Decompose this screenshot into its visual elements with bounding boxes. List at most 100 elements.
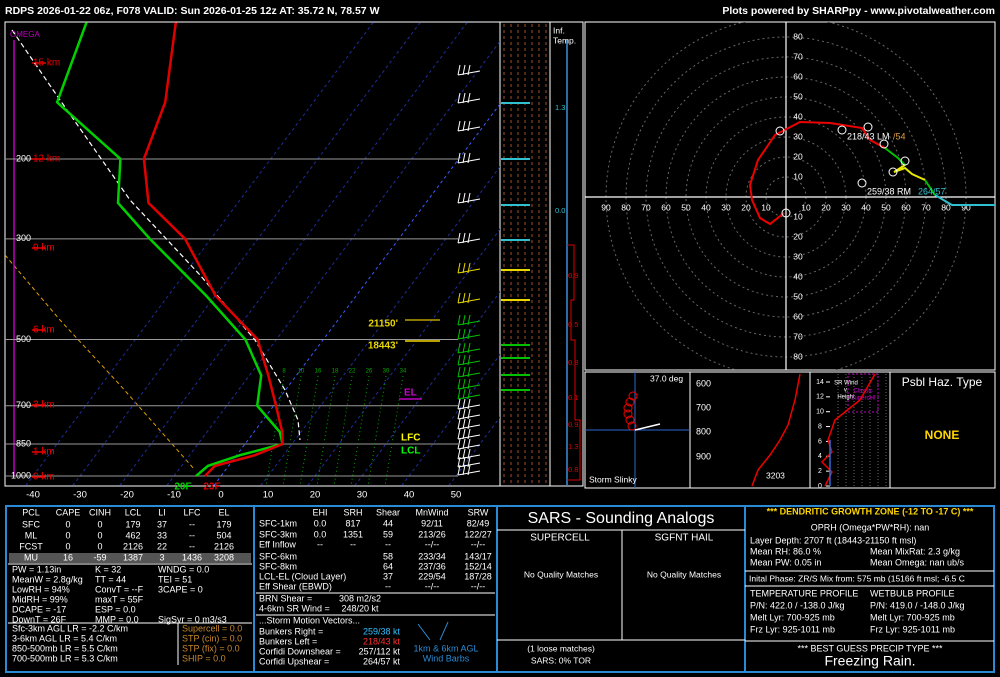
- thermo-index: maxT = 55F: [95, 594, 144, 604]
- slinky-ring: [623, 403, 633, 413]
- wind-barb: [467, 262, 471, 274]
- lcl-label: LCL: [401, 446, 420, 457]
- mixing-ratio-label: 22: [349, 369, 356, 375]
- wind-barb: [457, 120, 461, 132]
- mixing-ratio-label: 18: [332, 369, 339, 375]
- hodo-label: 20: [741, 202, 751, 212]
- hodo-marker: [879, 139, 889, 149]
- thermo-index: ConvT = --F: [95, 584, 144, 594]
- hodo-label: 10: [761, 202, 771, 212]
- temp-profile-title: TEMPERATURE PROFILE: [750, 588, 858, 598]
- hodo-label: 50: [681, 202, 691, 212]
- hodo-label: 40: [701, 202, 711, 212]
- kinematic-header: MnWind: [415, 507, 448, 517]
- mixing-ratio-label: 8: [282, 369, 286, 375]
- hodo-label: 30: [841, 202, 851, 212]
- kinematic-header: SRW: [468, 507, 489, 517]
- wind-barb: [457, 98, 481, 104]
- omega-label: 0.0: [555, 206, 565, 215]
- kinematic-cell: SFC-6km: [259, 551, 297, 561]
- omega-label: OMEGA: [10, 30, 40, 39]
- wind-barb: [462, 378, 466, 390]
- lapse-rate: 3-6km AGL LR = 5.4 C/km: [12, 633, 117, 643]
- pressure-tick-label: 700: [16, 400, 31, 410]
- wind-barb: [467, 388, 471, 400]
- dgz-label: 18443': [368, 341, 398, 352]
- thermo-index: PW = 1.13in: [12, 564, 61, 574]
- kinematic-cell: 58: [383, 551, 393, 561]
- composite-index: STP (cin) = 0.0: [182, 633, 242, 643]
- wind-barb: [457, 384, 481, 390]
- kinematic-cell: Eff Shear (EBWD): [259, 581, 332, 591]
- wind-barb: [467, 418, 471, 430]
- thermo-cell: 1387: [123, 552, 143, 562]
- hodo-marker: [900, 156, 910, 166]
- thermo-cell: ML: [25, 530, 38, 540]
- wind-barb: [457, 198, 481, 204]
- sars-matches: No Quality Matches: [524, 569, 598, 579]
- thermo-index: WNDG = 0.0: [158, 564, 209, 574]
- thermo-cell: --: [189, 519, 195, 529]
- wind-barb: [457, 454, 481, 460]
- kinematic-cell: 213/26: [418, 529, 446, 539]
- wind-barb: [467, 354, 471, 366]
- hodo-trace: [893, 164, 926, 181]
- wind-barb: [457, 438, 461, 450]
- wind-barb: [467, 292, 471, 304]
- kinematic-header: Shear: [376, 507, 400, 517]
- wind-barb: [457, 320, 481, 326]
- theta-pressure-label: 800: [696, 426, 711, 436]
- supercell-label: Supercell: [850, 396, 875, 402]
- kinematic-cell: --: [385, 581, 391, 591]
- hodo-label: 80: [793, 351, 803, 361]
- wind-barb: [457, 394, 481, 400]
- theta-pressure-label: 900: [696, 451, 711, 461]
- wind-barb: [462, 428, 466, 440]
- composite-index: SHIP = 0.0: [182, 653, 226, 663]
- mean-rh: Mean RH: 86.0 %: [750, 546, 821, 556]
- sr-height-label: 8: [818, 423, 822, 430]
- temp-tick-label: 40: [404, 490, 415, 501]
- theta-pressure-label: 600: [696, 378, 711, 388]
- wind-barb: [457, 462, 481, 468]
- sfc-dewpoint-label: 20F: [174, 482, 191, 493]
- wind-barb: [462, 92, 466, 104]
- pressure-tick-label: 850: [16, 438, 31, 448]
- wind-barb: [457, 404, 481, 410]
- thermo-header: LFC: [183, 507, 201, 517]
- el-label: EL: [404, 388, 417, 399]
- hodo-label: 30: [793, 251, 803, 261]
- hodo-label: 90: [961, 202, 971, 212]
- slinky-ring: [625, 415, 635, 425]
- sr-height-label: 4: [818, 453, 822, 460]
- slinky-angle: 37.0 deg: [650, 373, 683, 383]
- wind-barb: [457, 398, 461, 410]
- wind-barb: [457, 342, 461, 354]
- bottom-frames: [5, 505, 995, 673]
- wind-barb: [457, 268, 481, 274]
- temp-tick-label: -10: [167, 490, 181, 501]
- sars-tor: SARS: 0% TOR: [531, 655, 591, 665]
- thermo-cell: 0: [97, 519, 102, 529]
- kinematic-cell: Eff Inflow: [259, 539, 296, 549]
- thermo-cell: 2126: [214, 541, 234, 551]
- wind-barb: [467, 464, 471, 476]
- hazard-value: NONE: [925, 428, 960, 442]
- thermo-header: EL: [218, 507, 229, 517]
- storm-vector-label: Corfidi Upshear =: [259, 656, 329, 666]
- mixing-ratio-line: [367, 375, 387, 486]
- left-mover-label: 218/43 LM: [847, 131, 890, 141]
- hodograph-frame: [584, 21, 996, 371]
- thermo-cell: 22: [157, 541, 167, 551]
- wind-barb: [457, 92, 461, 104]
- thermo-index: DCAPE = -17: [12, 604, 66, 614]
- hodo-label: 10: [793, 211, 803, 221]
- wind-barb: [467, 378, 471, 390]
- wind-barb: [462, 292, 466, 304]
- wind-barb: [457, 428, 461, 440]
- isotherm: [354, 291, 500, 486]
- isotherm: [25, 22, 374, 486]
- sars-loose: (1 loose matches): [527, 643, 595, 653]
- thermo-cell: 504: [216, 530, 231, 540]
